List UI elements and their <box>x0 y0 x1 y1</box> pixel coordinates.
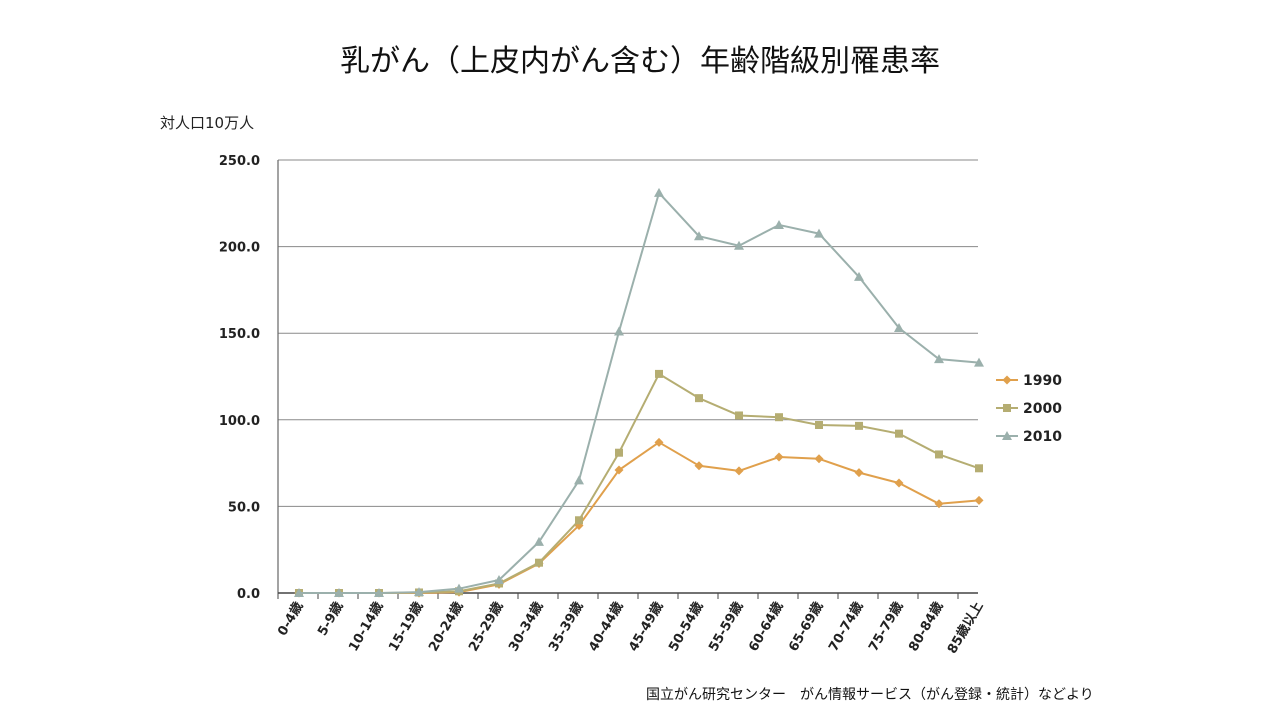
source-note: 国立がん研究センター がん情報サービス（がん登録・統計）などより <box>646 687 1094 703</box>
data-point <box>614 326 624 336</box>
data-point <box>414 587 424 597</box>
series-line-1990 <box>299 441 980 594</box>
x-tick-label: 50-54歳 <box>665 599 706 654</box>
data-point <box>894 323 904 333</box>
series-line-2010 <box>299 191 980 594</box>
data-point <box>1002 375 1012 385</box>
x-tick-label: 65-69歳 <box>785 599 826 654</box>
data-point <box>895 429 903 438</box>
data-point <box>1003 404 1011 412</box>
data-point <box>814 454 824 464</box>
y-tick-label: 0.0 <box>237 587 260 602</box>
y-tick-label: 250.0 <box>219 154 260 169</box>
data-point <box>695 394 703 403</box>
y-axis-unit-label: 対人口10万人 <box>160 114 255 132</box>
series-1990 <box>294 437 984 598</box>
data-point <box>894 478 904 488</box>
data-point <box>775 413 783 422</box>
data-point <box>935 450 943 459</box>
legend-item-2010: 2010 <box>996 429 1062 445</box>
legend: 1990 2000 2010 <box>996 373 1062 445</box>
data-point <box>534 536 544 546</box>
data-point <box>454 583 464 593</box>
data-point <box>734 466 744 476</box>
x-tick-label: 10-14歳 <box>345 599 386 654</box>
data-point <box>694 231 704 241</box>
data-point <box>975 464 983 473</box>
data-point <box>655 369 663 378</box>
y-tick-label: 100.0 <box>219 414 260 429</box>
x-tick-label: 30-34歳 <box>505 599 546 654</box>
data-point <box>934 354 944 364</box>
data-point <box>334 588 344 597</box>
data-point <box>294 588 304 597</box>
legend-item-2000: 2000 <box>996 401 1062 417</box>
series-2010 <box>294 187 984 597</box>
data-point <box>774 219 784 229</box>
data-point <box>694 461 704 471</box>
x-tick-label: 75-79歳 <box>865 599 906 654</box>
x-tick-label: 35-39歳 <box>545 599 586 654</box>
data-point <box>614 465 624 475</box>
data-point <box>615 448 623 457</box>
data-point <box>1002 431 1012 440</box>
x-tick-labels: 0-4歳 5-9歳 10-14歳 15-19歳 20-24歳 25-29歳 30-34歳 35… <box>274 599 986 656</box>
x-tick-label: 25-29歳 <box>465 599 506 654</box>
data-point <box>815 420 823 429</box>
x-tick-label: 0-4歳 <box>274 599 306 639</box>
y-tick-label: 200.0 <box>219 241 260 256</box>
data-point <box>854 468 864 478</box>
data-point <box>974 357 984 367</box>
data-point <box>854 271 864 281</box>
data-point <box>575 516 583 525</box>
axes <box>277 160 978 599</box>
data-point <box>774 452 784 462</box>
legend-label: 2010 <box>1023 429 1062 445</box>
x-tick-label: 80-84歳 <box>905 599 946 654</box>
data-point <box>535 558 543 567</box>
x-tick-label: 55-59歳 <box>705 599 746 654</box>
x-tick-label: 85歳以上 <box>944 599 986 656</box>
data-point <box>735 411 743 420</box>
x-tick-label: 40-44歳 <box>585 599 626 654</box>
y-tick-labels: 0.0 50.0 100.0 150.0 200.0 250.0 <box>219 154 260 602</box>
x-tick-label: 45-49歳 <box>625 599 666 654</box>
data-point <box>734 240 744 250</box>
data-point <box>654 437 664 447</box>
series-2000 <box>295 369 983 597</box>
data-point <box>574 475 584 485</box>
data-point <box>934 499 944 509</box>
y-tick-label: 150.0 <box>219 327 260 342</box>
x-tick-label: 60-64歳 <box>745 599 786 654</box>
legend-label: 1990 <box>1023 373 1062 389</box>
data-point <box>494 575 504 585</box>
series-lines <box>294 187 984 598</box>
y-tick-label: 50.0 <box>228 500 260 515</box>
gridlines <box>278 159 978 507</box>
x-tick-label: 20-24歳 <box>425 599 466 654</box>
data-point <box>814 228 824 238</box>
series-line-2000 <box>299 372 980 594</box>
x-tick-label: 15-19歳 <box>385 599 426 654</box>
chart-title: 乳がん（上皮内がん含む）年齢階級別罹患率 <box>340 44 940 79</box>
data-point <box>974 495 984 505</box>
data-point <box>374 588 384 597</box>
legend-item-1990: 1990 <box>996 373 1062 389</box>
data-point <box>654 187 664 197</box>
data-point <box>855 421 863 430</box>
x-tick-label: 5-9歳 <box>314 599 346 639</box>
x-tick-label: 70-74歳 <box>825 599 866 654</box>
legend-label: 2000 <box>1023 401 1062 417</box>
